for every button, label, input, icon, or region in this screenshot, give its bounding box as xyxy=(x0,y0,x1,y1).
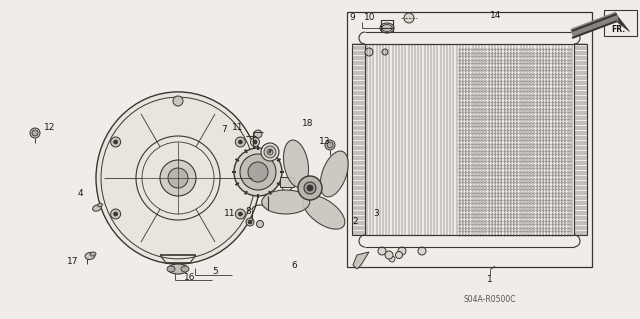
Text: 13: 13 xyxy=(319,137,331,146)
Circle shape xyxy=(325,140,335,150)
Circle shape xyxy=(250,137,259,146)
Ellipse shape xyxy=(320,151,348,197)
Circle shape xyxy=(111,209,121,219)
Polygon shape xyxy=(353,252,369,269)
Circle shape xyxy=(168,168,188,188)
Ellipse shape xyxy=(90,252,96,256)
Circle shape xyxy=(238,140,243,144)
Circle shape xyxy=(234,148,282,196)
Text: 16: 16 xyxy=(184,272,196,281)
Ellipse shape xyxy=(167,266,175,272)
Text: 17: 17 xyxy=(67,256,79,265)
Text: S04A-R0500C: S04A-R0500C xyxy=(464,295,516,305)
Circle shape xyxy=(261,143,279,161)
Ellipse shape xyxy=(382,25,392,32)
Circle shape xyxy=(32,130,38,136)
Circle shape xyxy=(382,49,388,55)
Ellipse shape xyxy=(85,252,95,260)
Bar xyxy=(347,12,592,267)
Circle shape xyxy=(236,209,245,219)
Text: 7: 7 xyxy=(221,125,227,135)
Circle shape xyxy=(365,48,373,56)
Circle shape xyxy=(248,162,268,182)
Ellipse shape xyxy=(303,195,345,229)
Circle shape xyxy=(240,154,276,190)
Text: 5: 5 xyxy=(212,266,218,276)
Circle shape xyxy=(304,182,316,194)
Bar xyxy=(574,44,587,235)
Text: 14: 14 xyxy=(490,11,502,20)
Bar xyxy=(352,44,365,235)
Circle shape xyxy=(246,218,254,226)
Text: 4: 4 xyxy=(77,189,83,197)
Text: 8: 8 xyxy=(245,207,251,217)
Text: 1: 1 xyxy=(487,276,493,285)
Circle shape xyxy=(396,251,403,258)
Circle shape xyxy=(248,220,252,224)
Circle shape xyxy=(378,247,386,255)
Text: 6: 6 xyxy=(291,261,297,270)
Circle shape xyxy=(257,220,264,227)
Circle shape xyxy=(238,212,243,216)
Circle shape xyxy=(114,212,118,216)
Text: 12: 12 xyxy=(44,123,56,132)
Bar xyxy=(604,10,637,36)
Bar xyxy=(280,177,294,187)
Ellipse shape xyxy=(93,205,101,211)
Text: 2: 2 xyxy=(352,218,358,226)
Circle shape xyxy=(307,185,313,191)
Circle shape xyxy=(385,251,393,259)
Circle shape xyxy=(389,256,395,262)
Circle shape xyxy=(111,137,121,147)
Circle shape xyxy=(114,140,118,144)
Ellipse shape xyxy=(181,266,189,272)
Text: 9: 9 xyxy=(349,12,355,21)
Text: 11: 11 xyxy=(232,123,244,132)
Circle shape xyxy=(173,96,183,106)
Text: 18: 18 xyxy=(302,118,314,128)
Circle shape xyxy=(298,176,322,200)
Ellipse shape xyxy=(168,264,188,274)
Circle shape xyxy=(404,13,414,23)
Circle shape xyxy=(398,247,406,255)
Circle shape xyxy=(160,160,196,196)
Circle shape xyxy=(30,128,40,138)
Circle shape xyxy=(267,149,273,155)
Ellipse shape xyxy=(284,140,308,188)
Circle shape xyxy=(327,142,333,148)
Ellipse shape xyxy=(96,92,260,264)
Circle shape xyxy=(264,146,276,158)
Text: FR.: FR. xyxy=(611,26,625,34)
Circle shape xyxy=(253,140,257,144)
Polygon shape xyxy=(611,12,630,32)
Ellipse shape xyxy=(97,203,102,207)
Circle shape xyxy=(236,137,245,147)
Ellipse shape xyxy=(262,190,310,214)
Text: 3: 3 xyxy=(373,209,379,218)
Ellipse shape xyxy=(380,23,394,33)
Bar xyxy=(381,20,393,28)
Text: 10: 10 xyxy=(364,12,376,21)
Text: 11: 11 xyxy=(224,209,236,218)
Circle shape xyxy=(254,130,262,138)
Circle shape xyxy=(418,247,426,255)
